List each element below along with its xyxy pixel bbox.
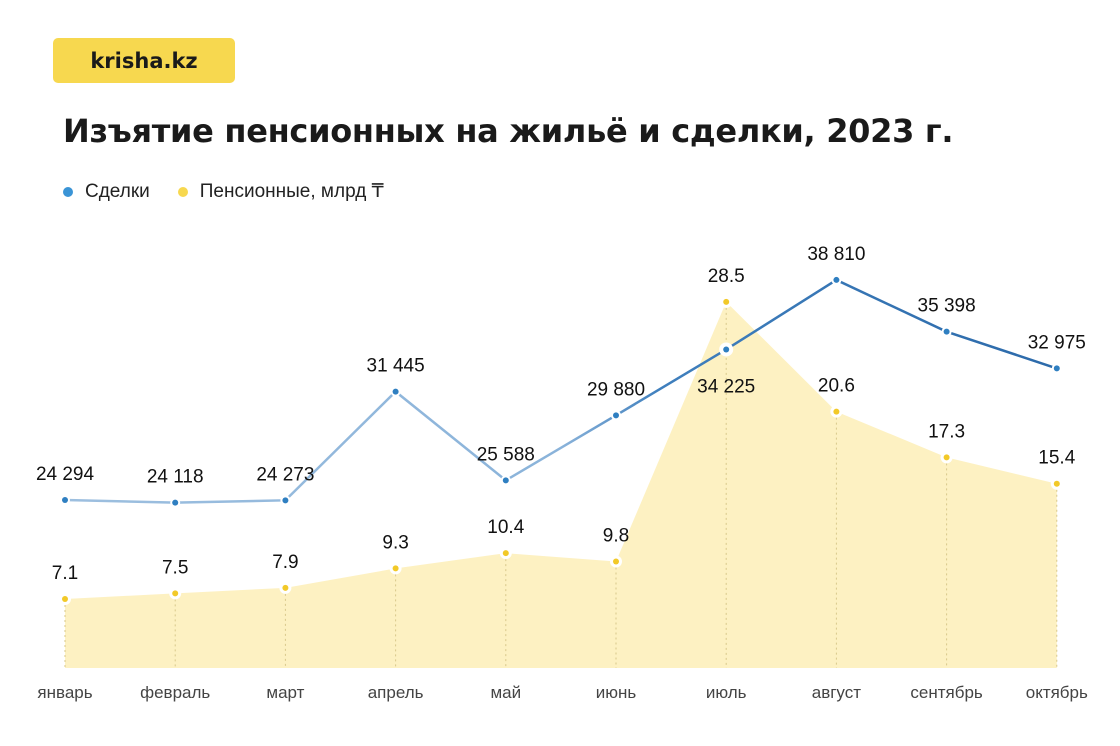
x-tick-label: апрель: [368, 683, 424, 702]
pension-point: [392, 565, 399, 572]
pension-data-label: 7.9: [272, 552, 298, 573]
legend: Сделки Пенсионные, млрд ₸: [63, 180, 412, 203]
deals-data-label: 29 880: [587, 379, 645, 400]
pension-data-label: 7.1: [52, 563, 78, 584]
pension-data-label: 10.4: [487, 517, 524, 538]
legend-label: Сделки: [85, 180, 150, 202]
chart-title: Изъятие пенсионных на жильё и сделки, 20…: [63, 112, 954, 150]
pension-area: [65, 301, 1057, 668]
x-tick-label: сентябрь: [910, 683, 983, 702]
deals-point: [282, 497, 289, 504]
x-tick-label: июнь: [596, 683, 637, 702]
deals-point: [62, 497, 68, 503]
pension-data-label: 15.4: [1038, 448, 1075, 469]
deals-point: [172, 499, 179, 506]
deals-data-label: 25 588: [477, 444, 535, 465]
x-tick-label: май: [490, 683, 521, 702]
deals-data-label: 24 294: [36, 464, 95, 485]
pension-data-label: 9.3: [382, 532, 408, 553]
pension-data-label: 7.5: [162, 557, 188, 578]
deals-data-label: 24 273: [256, 464, 314, 485]
deals-point: [502, 477, 509, 484]
deals-point: [723, 346, 730, 353]
deals-point: [943, 328, 950, 335]
x-tick-label: июль: [706, 683, 747, 702]
deals-line: [64, 278, 1058, 504]
pension-data-label: 9.8: [603, 525, 629, 546]
pension-point: [943, 454, 950, 461]
pension-point: [613, 558, 619, 565]
pension-data-label: 17.3: [928, 421, 965, 442]
pension-point: [723, 298, 730, 305]
pension-point: [502, 550, 509, 557]
legend-dot-icon: [177, 186, 188, 197]
legend-label: Пенсионные, млрд ₸: [199, 181, 384, 202]
deals-point: [833, 276, 840, 283]
pension-data-label: 28.5: [708, 266, 745, 287]
deals-data-label: 31 445: [367, 356, 425, 377]
pension-data-label: 20.6: [818, 376, 855, 397]
pension-point: [62, 595, 68, 602]
x-tick-label: октябрь: [1026, 683, 1088, 702]
deals-data-label: 24 118: [147, 467, 204, 488]
legend-item-deals: Сделки: [63, 181, 150, 203]
x-tick-label: январь: [37, 683, 92, 702]
pension-point: [1053, 480, 1060, 487]
pension-point: [282, 584, 289, 591]
pension-point: [172, 590, 179, 597]
deals-point: [392, 388, 399, 395]
deals-point: [613, 412, 619, 419]
deals-data-label: 34 225: [697, 376, 755, 397]
x-tick-label: март: [266, 683, 304, 702]
deals-data-label: 35 398: [918, 296, 976, 317]
krisha-logo: krisha.kz: [53, 38, 235, 83]
x-tick-label: февраль: [140, 683, 210, 702]
legend-item-pension: Пенсионные, млрд ₸: [177, 180, 384, 203]
deals-data-label: 32 975: [1028, 332, 1086, 353]
pension-point: [833, 408, 840, 415]
x-tick-label: август: [812, 683, 861, 702]
deals-point: [1053, 365, 1060, 372]
deals-data-label: 38 810: [807, 244, 865, 265]
legend-dot-icon: [63, 186, 73, 197]
